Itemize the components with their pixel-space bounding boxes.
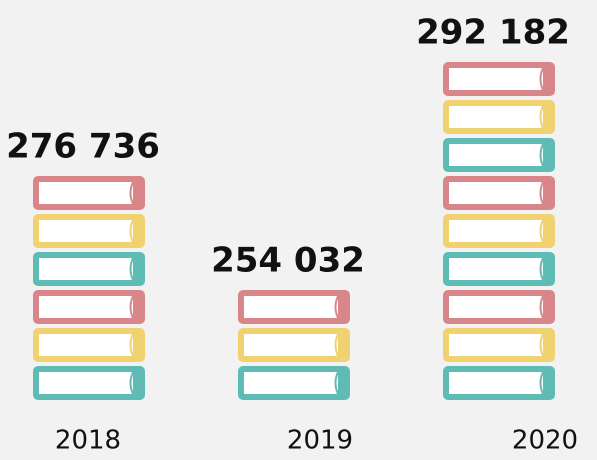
x-tick-label: 2020 xyxy=(512,426,578,456)
book-spine xyxy=(539,257,544,281)
x-tick-label: 2018 xyxy=(55,426,121,456)
book xyxy=(443,100,555,134)
book xyxy=(238,328,350,362)
book-spine xyxy=(539,181,544,205)
book-spine xyxy=(539,371,544,395)
book-pages xyxy=(244,372,338,394)
book-pages xyxy=(244,296,338,318)
book-pages xyxy=(449,220,543,242)
book-pages xyxy=(449,106,543,128)
book-pages xyxy=(39,296,133,318)
book-spine xyxy=(539,333,544,357)
book xyxy=(443,290,555,324)
book-spine xyxy=(129,257,134,281)
book-spine xyxy=(539,143,544,167)
book-spine xyxy=(334,333,339,357)
book-spine xyxy=(334,295,339,319)
book-spine xyxy=(129,371,134,395)
book-stack xyxy=(238,290,350,400)
book-spine xyxy=(129,181,134,205)
book-stack xyxy=(443,62,555,400)
book-pages xyxy=(449,334,543,356)
book xyxy=(443,138,555,172)
book-pages xyxy=(39,182,133,204)
book-spine xyxy=(539,219,544,243)
book-pages xyxy=(39,220,133,242)
book xyxy=(443,62,555,96)
book-spine xyxy=(129,219,134,243)
book-spine xyxy=(539,295,544,319)
book-pages xyxy=(449,144,543,166)
value-label: 254 032 xyxy=(211,241,365,281)
value-label: 276 736 xyxy=(6,127,160,167)
book-pages xyxy=(39,258,133,280)
book-stack xyxy=(33,176,145,400)
book xyxy=(33,366,145,400)
book xyxy=(238,290,350,324)
book-pages xyxy=(449,296,543,318)
book-spine xyxy=(334,371,339,395)
book-pages xyxy=(449,68,543,90)
x-tick-label: 2019 xyxy=(287,426,353,456)
book xyxy=(33,214,145,248)
book-spine xyxy=(129,333,134,357)
book-pages xyxy=(449,258,543,280)
book-spine xyxy=(539,67,544,91)
book-spine xyxy=(539,105,544,129)
book-pages xyxy=(449,372,543,394)
book xyxy=(33,328,145,362)
book-pages xyxy=(244,334,338,356)
book xyxy=(443,366,555,400)
book-spine xyxy=(129,295,134,319)
book xyxy=(443,252,555,286)
book xyxy=(443,176,555,210)
value-label: 292 182 xyxy=(416,13,570,53)
book xyxy=(33,290,145,324)
book-pages xyxy=(449,182,543,204)
book xyxy=(443,328,555,362)
book xyxy=(33,176,145,210)
book xyxy=(443,214,555,248)
book-pages xyxy=(39,334,133,356)
book xyxy=(238,366,350,400)
book-pages xyxy=(39,372,133,394)
book xyxy=(33,252,145,286)
